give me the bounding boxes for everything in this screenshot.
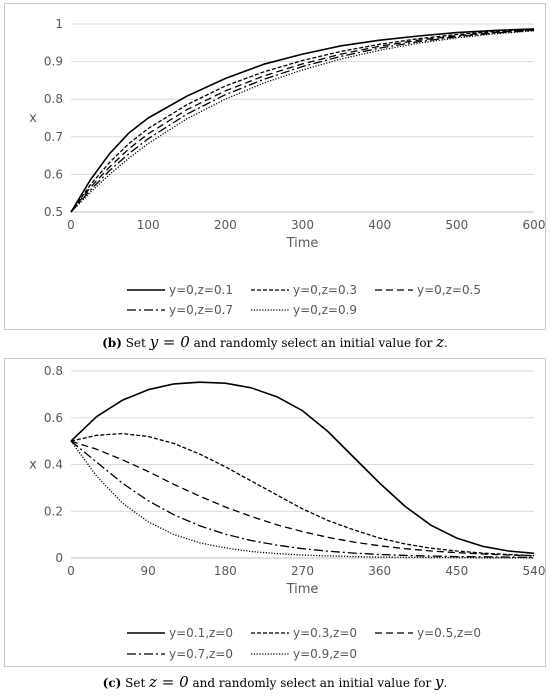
caption-c: (c) Set z = 0 and randomly select an ini… [0, 673, 550, 691]
chartc-y-axis-label: x [29, 458, 37, 473]
chartc-ytick-label-2: 0.4 [44, 458, 63, 472]
chartb-legend-label-4: y=0,z=0.9 [293, 303, 357, 317]
chartc-xtick-label-4: 360 [368, 564, 391, 578]
chartb-ytick-label-2: 0.7 [44, 130, 63, 144]
chartb-x-axis-label: Time [286, 236, 319, 251]
chartb-legend-label-2: y=0,z=0.5 [417, 283, 481, 297]
chartc-xtick-label-2: 180 [214, 564, 237, 578]
chartb-xtick-label-4: 400 [368, 218, 391, 232]
chartc-legend-label-2: y=0.5,z=0 [417, 626, 481, 640]
caption-c-middle: and randomly select an initial value for [192, 676, 432, 690]
chartb-series-line-3 [70, 29, 535, 213]
chartc-legend-label-1: y=0.3,z=0 [293, 626, 357, 640]
caption-b: (b) Set y = 0 and randomly select an ini… [0, 333, 550, 351]
chartc-legend-label-4: y=0.9,z=0 [293, 647, 357, 661]
caption-b-equation: y = 0 [149, 333, 190, 351]
chartb-legend-label-3: y=0,z=0.7 [169, 303, 233, 317]
chartb-ytick-label-3: 0.8 [44, 92, 63, 106]
chartc-legend-label-0: y=0.1,z=0 [169, 626, 233, 640]
caption-c-end: . [443, 676, 448, 690]
chartc-ytick-label-0: 0 [55, 551, 63, 565]
chartc-legend-label-3: y=0.7,z=0 [169, 647, 233, 661]
chartc-x-axis-label: Time [286, 582, 319, 597]
chartc-series-line-1 [70, 432, 535, 557]
chartb-ytick-label-1: 0.6 [44, 167, 63, 181]
chartb-series-line-1 [70, 28, 535, 213]
chartc-series-line-2 [70, 440, 535, 557]
chartb-ytick-label-0: 0.5 [44, 205, 63, 219]
chartc-ytick-label-3: 0.6 [44, 411, 63, 425]
chartb-series-line-2 [70, 29, 535, 213]
chartc-xtick-label-0: 0 [67, 564, 75, 578]
chartb-series-line-4 [70, 30, 535, 213]
chartc-series-line-3 [70, 440, 535, 558]
chart-panel-c: 0 0.2 0.4 0.6 0.8 0 90 180 270 360 450 540 Time x y=0.… [4, 358, 546, 667]
caption-c-variable: y [435, 673, 444, 691]
chartb-ytick-label-4: 0.9 [44, 55, 63, 69]
chartb-xtick-label-5: 500 [445, 218, 468, 232]
chartb-ytick-label-5: 1 [55, 17, 63, 31]
caption-c-tag: (c) [102, 676, 122, 690]
caption-c-equation: z = 0 [149, 673, 189, 691]
chartc-xtick-label-1: 90 [141, 564, 156, 578]
chartb-series-line-0 [70, 28, 535, 213]
chartc-ytick-label-1: 0.2 [44, 504, 63, 518]
chartb-legend-label-1: y=0,z=0.3 [293, 283, 357, 297]
chartb-legend-label-0: y=0,z=0.1 [169, 283, 233, 297]
chartc-xtick-label-3: 270 [291, 564, 314, 578]
chart-panel-b: 0.5 0.6 0.7 0.8 0.9 1 0 100 200 300 400 500 600 Time x… [4, 3, 546, 330]
caption-b-variable: z [436, 333, 445, 351]
chartc-series-line-4 [70, 440, 534, 559]
line-chart-c: 0 0.2 0.4 0.6 0.8 0 90 180 270 360 450 540 Time x y=0.… [29, 364, 545, 661]
caption-b-before: Set [125, 336, 146, 350]
caption-c-before: Set [125, 676, 146, 690]
chartc-ytick-label-4: 0.8 [44, 364, 63, 378]
chartb-y-axis-label: x [29, 111, 37, 126]
chartb-xtick-label-2: 200 [214, 218, 237, 232]
caption-b-tag: (b) [102, 336, 122, 350]
chartc-series-line-0 [70, 381, 535, 555]
chartb-xtick-label-3: 300 [291, 218, 314, 232]
caption-b-middle: and randomly select an initial value for [193, 336, 433, 350]
chartb-xtick-label-6: 600 [523, 218, 545, 232]
chartc-xtick-label-6: 540 [523, 564, 545, 578]
chartc-xtick-label-5: 450 [445, 564, 468, 578]
caption-b-end: . [444, 336, 448, 350]
chartb-xtick-label-1: 100 [137, 218, 160, 232]
chartb-xtick-label-0: 0 [67, 218, 75, 232]
line-chart-b: 0.5 0.6 0.7 0.8 0.9 1 0 100 200 300 400 500 600 Time x… [29, 17, 545, 317]
